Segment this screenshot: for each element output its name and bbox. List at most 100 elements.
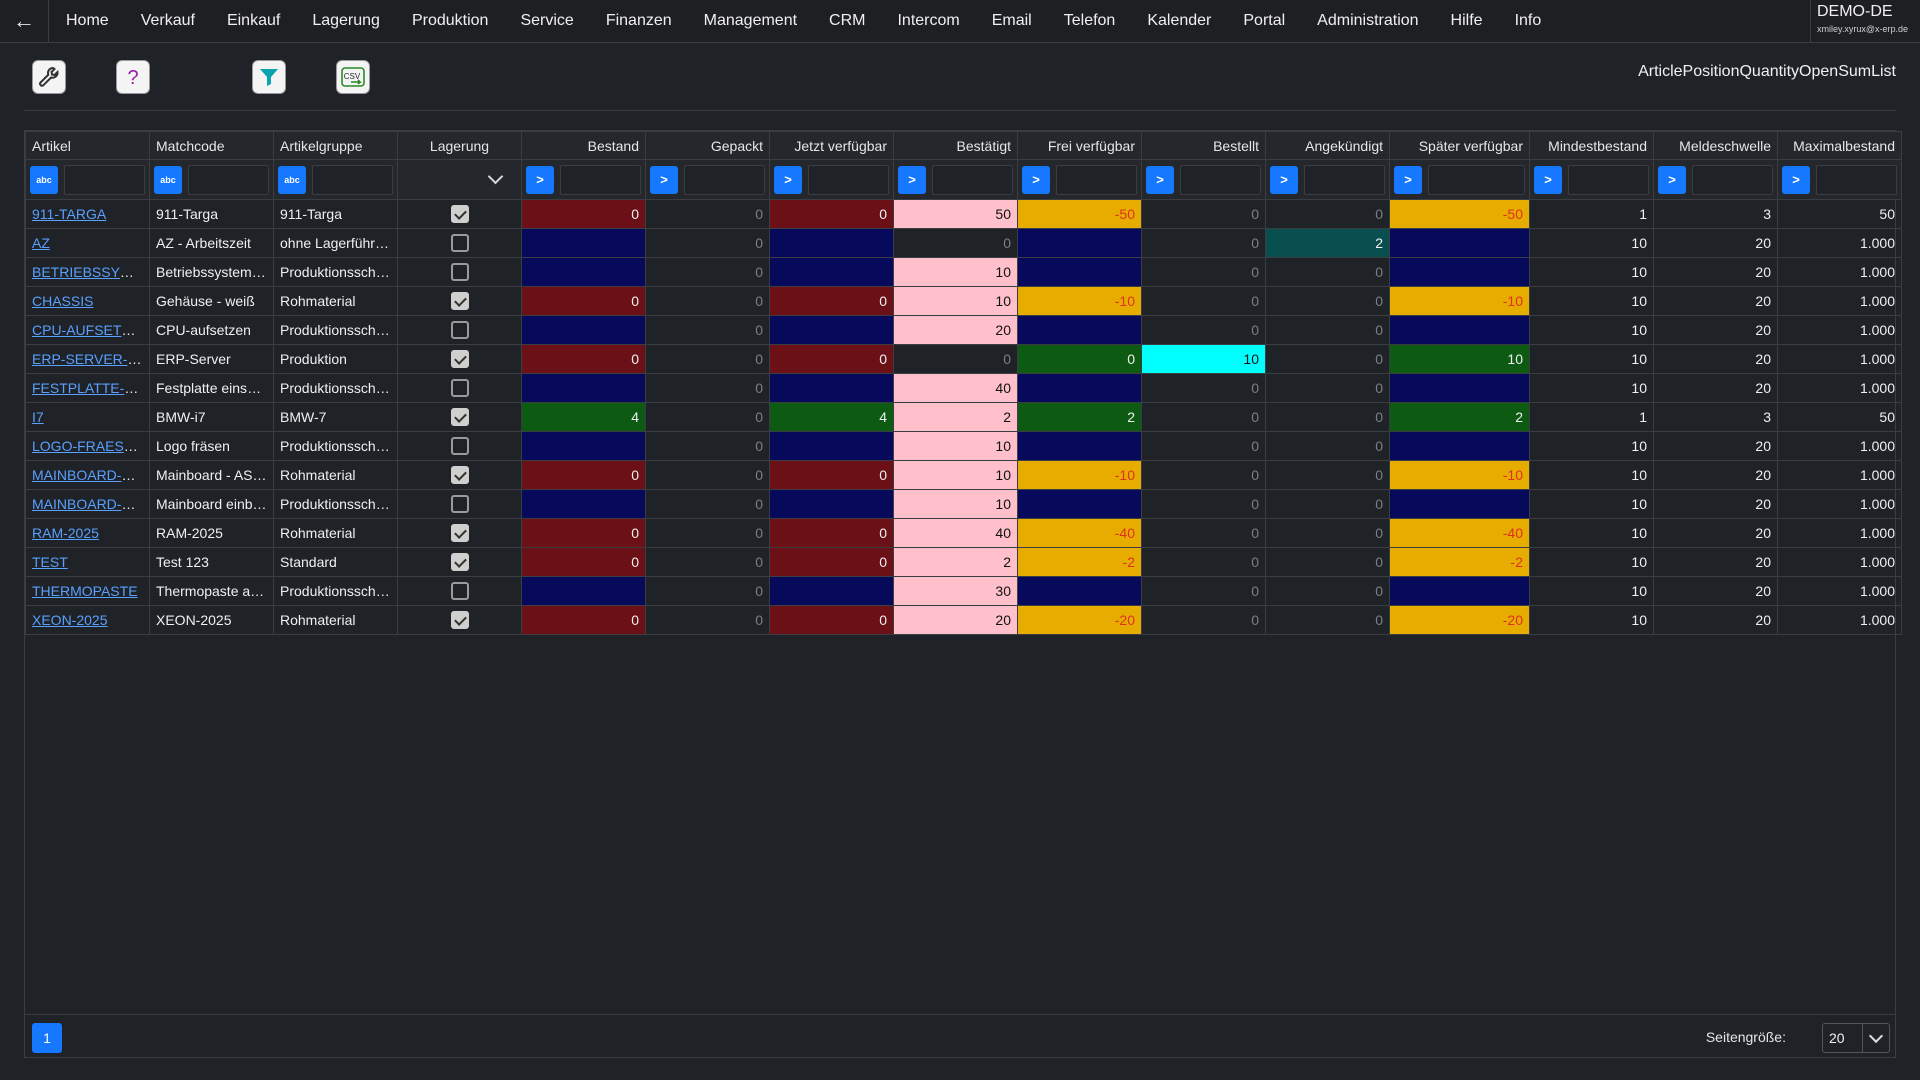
column-header-angek-ndigt[interactable]: Angekündigt	[1265, 131, 1390, 160]
lagerung-checkbox[interactable]	[450, 611, 469, 630]
lagerung-checkbox[interactable]	[450, 524, 469, 543]
text-filter-icon[interactable]: abc	[154, 165, 182, 194]
column-header-bestand[interactable]: Bestand	[521, 131, 646, 160]
cell-artikel[interactable]: MAINBOARD-2025	[25, 460, 150, 490]
lagerung-checkbox[interactable]	[450, 466, 469, 485]
numeric-filter-icon[interactable]: >	[1394, 165, 1422, 194]
column-header-artikelgruppe[interactable]: Artikelgruppe	[273, 131, 398, 160]
menu-item-verkauf[interactable]: Verkauf	[140, 12, 195, 29]
article-link[interactable]: THERMOPASTE	[32, 583, 138, 599]
cell-artikel[interactable]: FESTPLATTE-EINSETZEN	[25, 373, 150, 403]
menu-item-produktion[interactable]: Produktion	[411, 12, 489, 29]
filter-input[interactable]	[560, 164, 641, 195]
column-header-frei-verf-gbar[interactable]: Frei verfügbar	[1017, 131, 1142, 160]
lagerung-checkbox[interactable]	[450, 408, 469, 427]
menu-item-service[interactable]: Service	[520, 12, 574, 29]
article-link[interactable]: XEON-2025	[32, 612, 108, 628]
numeric-filter-icon[interactable]: >	[526, 165, 554, 194]
filter-input[interactable]	[1056, 164, 1137, 195]
menu-item-portal[interactable]: Portal	[1243, 12, 1286, 29]
lagerung-checkbox[interactable]	[450, 263, 469, 282]
article-link[interactable]: LOGO-FRAESEN	[32, 438, 144, 454]
cell-artikel[interactable]: RAM-2025	[25, 518, 150, 548]
numeric-filter-icon[interactable]: >	[1534, 165, 1562, 194]
numeric-filter-icon[interactable]: >	[1270, 165, 1298, 194]
numeric-filter-icon[interactable]: >	[898, 165, 926, 194]
column-header-bestellt[interactable]: Bestellt	[1141, 131, 1266, 160]
article-link[interactable]: BETRIEBSSYSTEM	[32, 264, 150, 280]
filter-input[interactable]	[64, 164, 145, 195]
lagerung-checkbox[interactable]	[450, 234, 469, 253]
filter-input[interactable]	[932, 164, 1013, 195]
article-link[interactable]: RAM-2025	[32, 525, 99, 541]
menu-item-hilfe[interactable]: Hilfe	[1450, 12, 1483, 29]
cell-artikel[interactable]: CHASSIS	[25, 286, 150, 316]
article-link[interactable]: MAINBOARD-2025	[32, 467, 150, 483]
menu-item-info[interactable]: Info	[1514, 12, 1542, 29]
menu-item-administration[interactable]: Administration	[1317, 12, 1419, 29]
menu-item-management[interactable]: Management	[703, 12, 798, 29]
cell-artikel[interactable]: XEON-2025	[25, 605, 150, 635]
column-header-lagerung[interactable]: Lagerung	[397, 131, 522, 160]
filter-input[interactable]	[1180, 164, 1261, 195]
article-link[interactable]: I7	[32, 409, 44, 425]
column-header-jetzt-verf-gbar[interactable]: Jetzt verfügbar	[769, 131, 894, 160]
menu-item-telefon[interactable]: Telefon	[1063, 12, 1116, 29]
column-header-best-tigt[interactable]: Bestätigt	[893, 131, 1018, 160]
menu-item-lagerung[interactable]: Lagerung	[312, 12, 380, 29]
filter-input[interactable]	[684, 164, 765, 195]
filter-input[interactable]	[1568, 164, 1649, 195]
menu-item-einkauf[interactable]: Einkauf	[226, 12, 281, 29]
filter-input[interactable]	[188, 164, 269, 195]
cell-artikel[interactable]: MAINBOARD-EINBAUEN	[25, 489, 150, 519]
back-button[interactable]: ←	[0, 0, 49, 42]
column-header-maximalbestand[interactable]: Maximalbestand	[1777, 131, 1902, 160]
cell-artikel[interactable]: BETRIEBSSYSTEM	[25, 257, 150, 287]
filter-icon[interactable]	[252, 60, 286, 94]
page-size-select[interactable]: 20	[1822, 1023, 1890, 1053]
text-filter-icon[interactable]: abc	[30, 165, 58, 194]
lagerung-checkbox[interactable]	[450, 495, 469, 514]
numeric-filter-icon[interactable]: >	[1022, 165, 1050, 194]
article-link[interactable]: CHASSIS	[32, 293, 94, 309]
lagerung-checkbox[interactable]	[450, 292, 469, 311]
column-header-artikel[interactable]: Artikel	[25, 131, 150, 160]
cell-artikel[interactable]: THERMOPASTE	[25, 576, 150, 606]
cell-artikel[interactable]: ERP-SERVER-2025	[25, 344, 150, 374]
lagerung-checkbox[interactable]	[450, 321, 469, 340]
wrench-icon[interactable]	[32, 60, 66, 94]
column-header-gepackt[interactable]: Gepackt	[645, 131, 770, 160]
menu-item-kalender[interactable]: Kalender	[1147, 12, 1212, 29]
page-button[interactable]: 1	[32, 1023, 62, 1053]
help-icon[interactable]: ?	[116, 60, 150, 94]
article-link[interactable]: CPU-AUFSETZEN	[32, 322, 150, 338]
lagerung-checkbox[interactable]	[450, 379, 469, 398]
menu-item-home[interactable]: Home	[66, 12, 109, 29]
article-link[interactable]: TEST	[32, 554, 68, 570]
article-link[interactable]: ERP-SERVER-2025	[32, 351, 150, 367]
text-filter-icon[interactable]: abc	[278, 165, 306, 194]
cell-artikel[interactable]: CPU-AUFSETZEN	[25, 315, 150, 345]
column-header-matchcode[interactable]: Matchcode	[149, 131, 274, 160]
numeric-filter-icon[interactable]: >	[1782, 165, 1810, 194]
lagerung-checkbox[interactable]	[450, 350, 469, 369]
filter-input[interactable]	[1692, 164, 1773, 195]
filter-input[interactable]	[312, 164, 393, 195]
article-link[interactable]: 911-TARGA	[32, 206, 107, 222]
menu-item-crm[interactable]: CRM	[829, 12, 866, 29]
lagerung-checkbox[interactable]	[450, 582, 469, 601]
numeric-filter-icon[interactable]: >	[1146, 165, 1174, 194]
filter-input[interactable]	[1428, 164, 1525, 195]
chevron-down-icon[interactable]	[1862, 1024, 1889, 1052]
article-link[interactable]: MAINBOARD-EINBAUEN	[32, 496, 149, 512]
csv-export-icon[interactable]: CSV	[336, 60, 370, 94]
menu-item-finanzen[interactable]: Finanzen	[605, 12, 672, 29]
column-header-sp-ter-verf-gbar[interactable]: Später verfügbar	[1389, 131, 1530, 160]
cell-artikel[interactable]: TEST	[25, 547, 150, 577]
cell-artikel[interactable]: AZ	[25, 228, 150, 258]
menu-item-intercom[interactable]: Intercom	[897, 12, 960, 29]
cell-artikel[interactable]: 911-TARGA	[25, 199, 150, 229]
numeric-filter-icon[interactable]: >	[650, 165, 678, 194]
cell-artikel[interactable]: I7	[25, 402, 150, 432]
article-link[interactable]: FESTPLATTE-EINSETZEN	[32, 380, 149, 396]
